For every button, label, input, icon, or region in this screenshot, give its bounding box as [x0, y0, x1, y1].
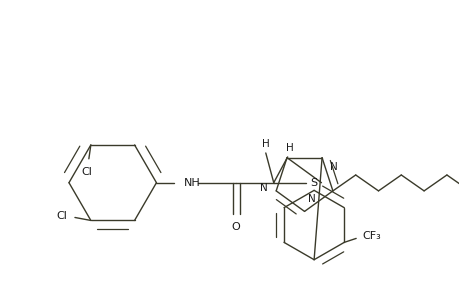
Text: Cl: Cl	[56, 212, 67, 221]
Text: N: N	[307, 194, 314, 203]
Text: H: H	[285, 143, 293, 153]
Text: N: N	[329, 162, 337, 172]
Text: N: N	[260, 183, 268, 193]
Text: O: O	[231, 222, 240, 232]
Text: CF₃: CF₃	[361, 231, 380, 242]
Text: Cl: Cl	[81, 167, 92, 177]
Text: H: H	[261, 139, 269, 149]
Text: NH: NH	[184, 178, 201, 188]
Text: S: S	[309, 178, 316, 188]
